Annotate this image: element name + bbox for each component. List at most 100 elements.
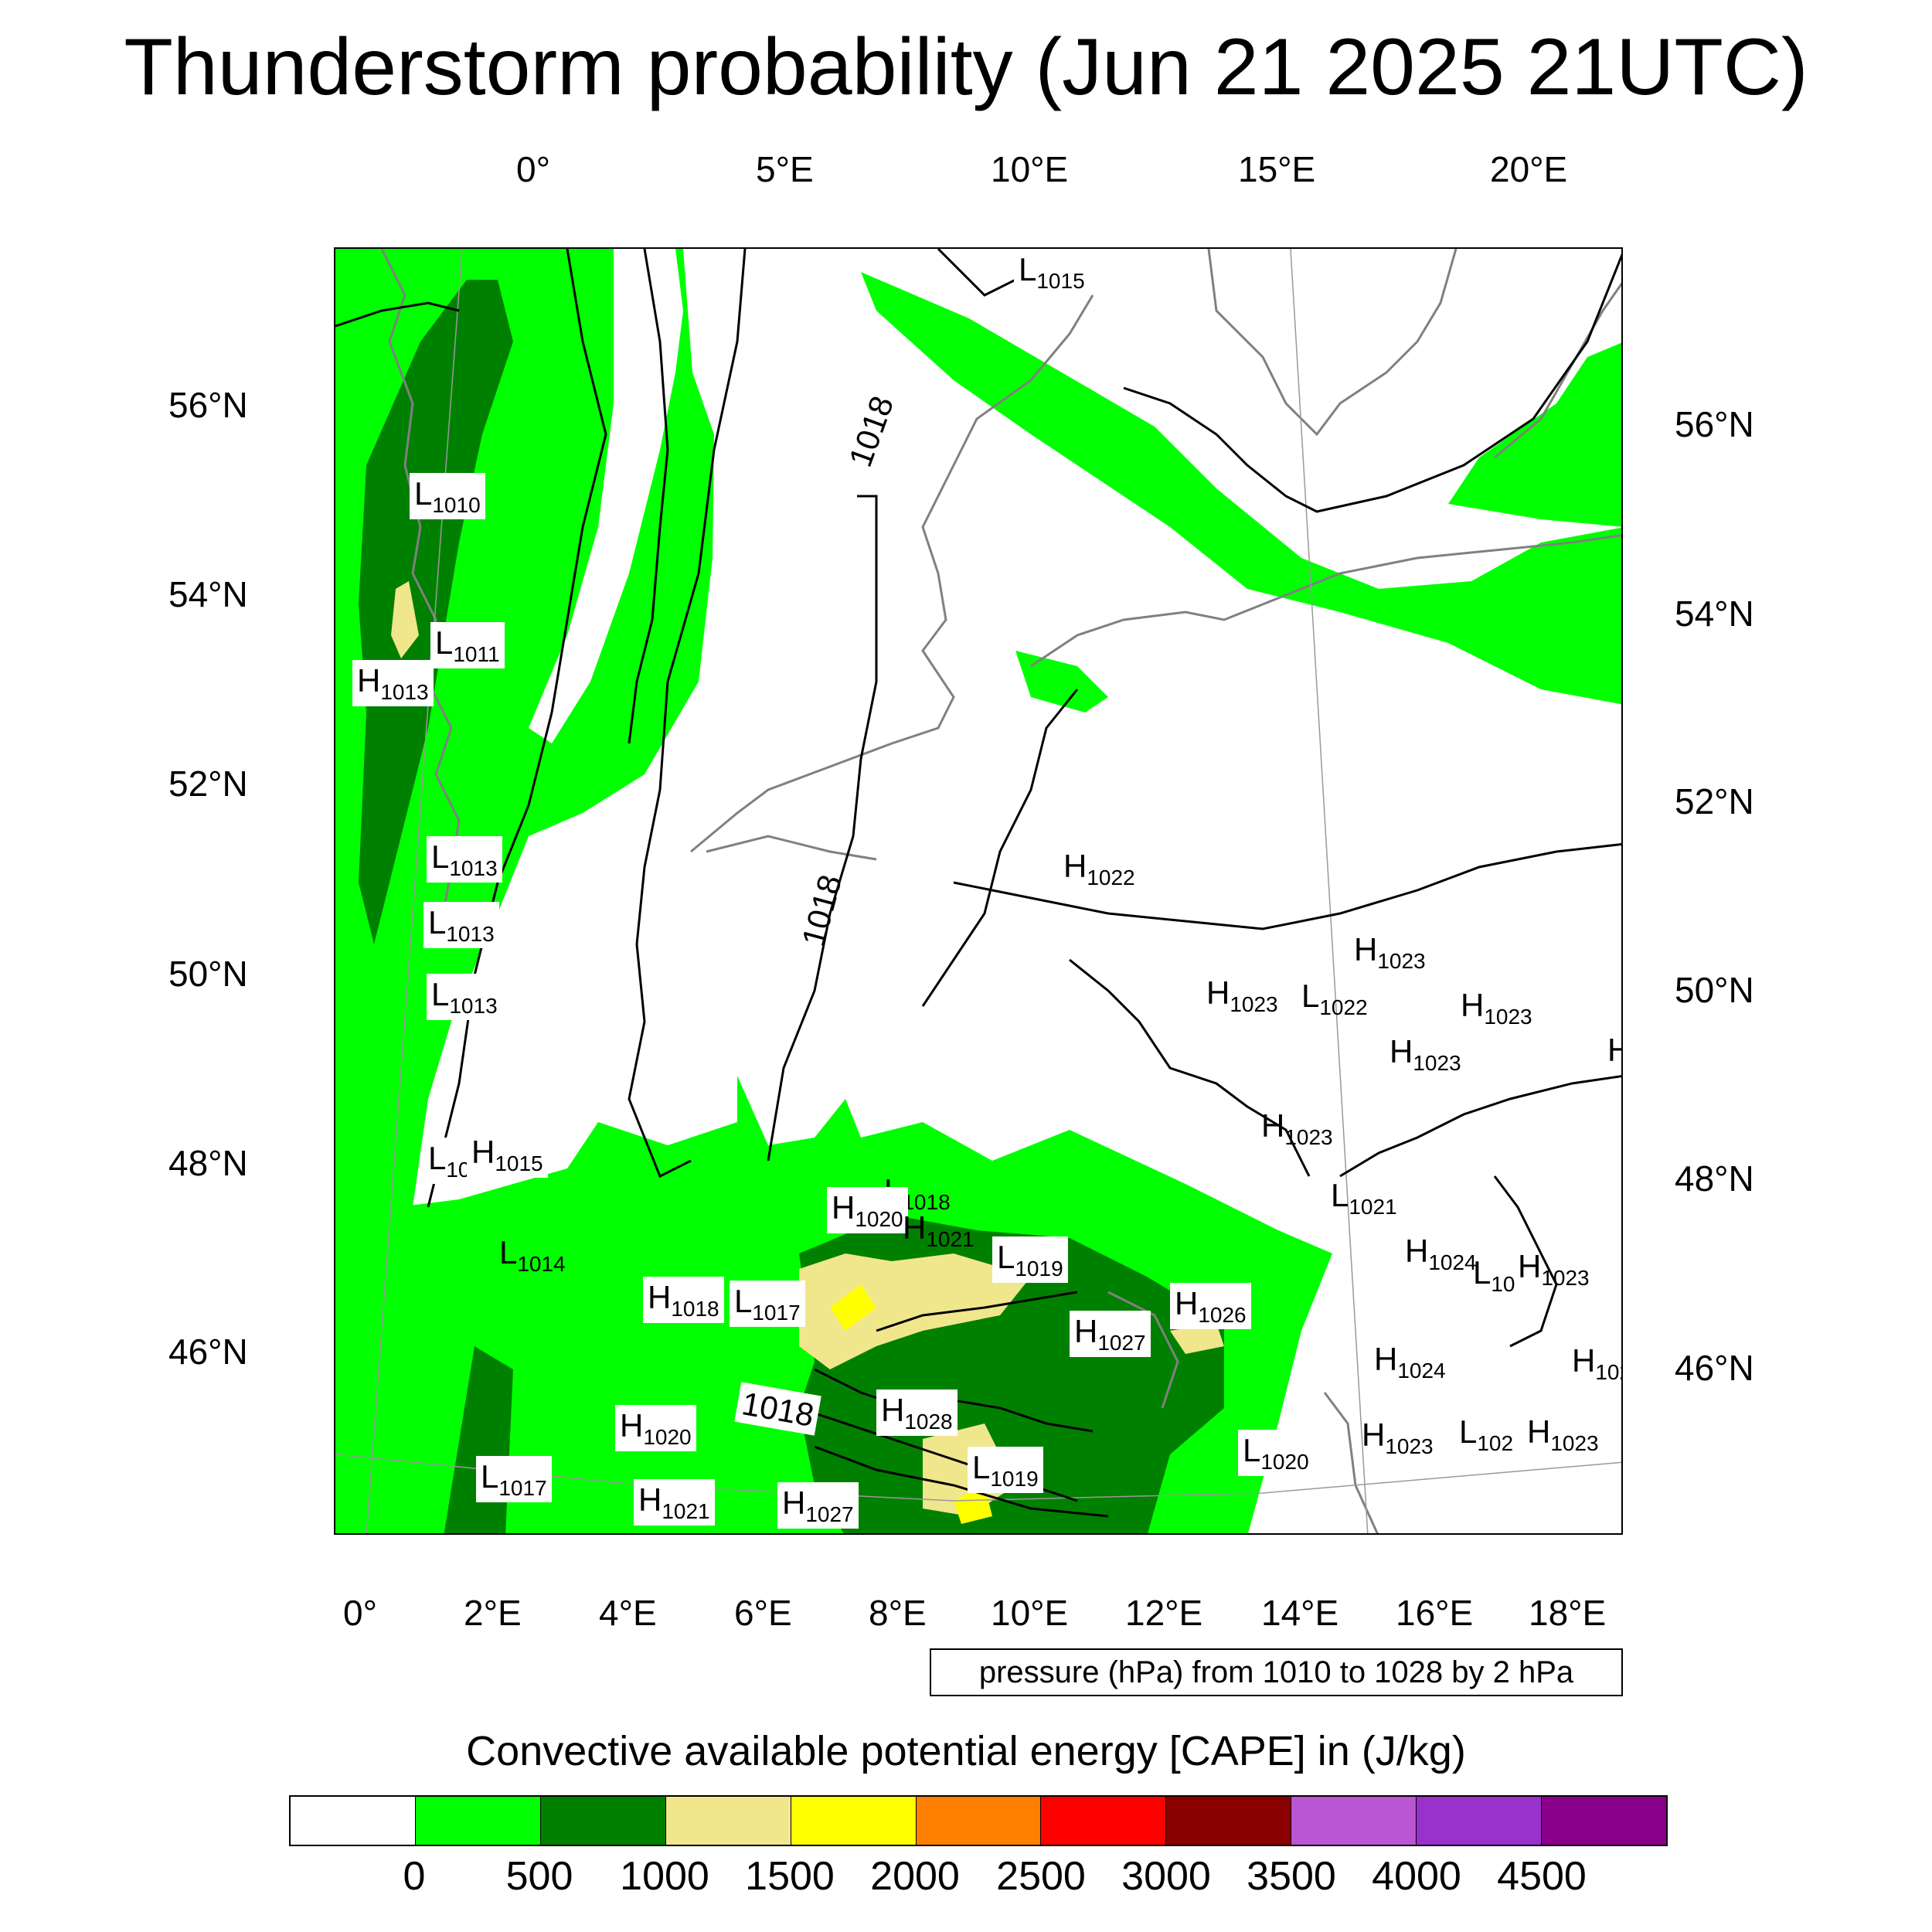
colorbar-tick: 0	[403, 1854, 426, 1899]
cape-0-500-baltic-band	[861, 272, 1621, 705]
pressure-center: L1022	[1301, 978, 1368, 1019]
colorbar-swatch	[1166, 1797, 1292, 1845]
colorbar-swatch	[415, 1797, 541, 1845]
pressure-center: H1023	[1354, 931, 1426, 973]
colorbar-swatch	[1417, 1797, 1543, 1845]
pressure-center: H1024	[1405, 1233, 1477, 1274]
pressure-center: L1011	[430, 622, 505, 668]
lon-label-bottom: 14°E	[1261, 1593, 1339, 1633]
pressure-center: H1020	[615, 1405, 696, 1451]
lat-label-right: 54°N	[1675, 594, 1754, 634]
pressure-center: H1027	[777, 1482, 859, 1529]
colorbar-swatch	[291, 1797, 416, 1845]
pressure-center: L1017	[730, 1281, 805, 1327]
lon-label-bottom: 0°	[343, 1593, 377, 1633]
colorbar-tick: 4500	[1497, 1854, 1587, 1899]
pressure-center: L1015	[1014, 249, 1090, 295]
pressure-center: H1023	[1389, 1033, 1461, 1075]
colorbar-tick: 4000	[1372, 1854, 1461, 1899]
pressure-center: H1023	[1461, 987, 1532, 1029]
lon-label-top: 0°	[516, 149, 550, 189]
lon-label-bottom: 8°E	[869, 1593, 927, 1633]
pressure-center: H	[1603, 1029, 1621, 1076]
pressure-center: H1021	[903, 1209, 975, 1251]
cape-500-1000-west	[359, 280, 513, 944]
lat-label-right: 46°N	[1675, 1348, 1754, 1388]
pressure-center: L102	[1459, 1413, 1514, 1455]
pressure-center: L10	[423, 1138, 475, 1184]
pressure-center: H1023	[1261, 1107, 1333, 1149]
pressure-center: H1023	[1362, 1417, 1434, 1458]
lat-label-left: 52°N	[168, 764, 248, 804]
pressure-center: H102	[1572, 1342, 1621, 1384]
cape-0-500-north-sea-strip	[529, 249, 683, 743]
pressure-center: L1019	[968, 1447, 1043, 1493]
cape-0-500-east	[1448, 342, 1621, 527]
pressure-center: H1023	[1206, 975, 1278, 1016]
lat-label-right: 48°N	[1675, 1158, 1754, 1199]
colorbar-tick: 2500	[996, 1854, 1086, 1899]
pressure-center: L1017	[476, 1456, 552, 1502]
lat-label-left: 54°N	[168, 574, 248, 614]
colorbar-tick: 1000	[620, 1854, 709, 1899]
colorbar-swatch	[540, 1797, 666, 1845]
colorbar-swatch	[1291, 1797, 1417, 1845]
cape-1000-1500-alps	[799, 1253, 1031, 1369]
colorbar-tick: 3000	[1121, 1854, 1211, 1899]
cape-0-500-patch	[1015, 651, 1108, 713]
lon-label-top: 5°E	[756, 149, 814, 189]
lon-label-top: 20°E	[1490, 149, 1568, 189]
pressure-center: H1015	[467, 1131, 548, 1178]
lon-label-bottom: 6°E	[734, 1593, 792, 1633]
pressure-center: H1021	[634, 1479, 715, 1526]
colorbar-title: Convective available potential energy [C…	[466, 1728, 1466, 1774]
colorbar-swatch	[1542, 1797, 1666, 1845]
lon-label-bottom: 18°E	[1529, 1593, 1607, 1633]
colorbar-tick: 500	[505, 1854, 573, 1899]
lat-label-left: 50°N	[168, 954, 248, 994]
colorbar-swatch	[916, 1797, 1042, 1845]
lat-label-left: 56°N	[168, 385, 248, 425]
lon-label-bottom: 10°E	[991, 1593, 1069, 1633]
lat-label-right: 56°N	[1675, 404, 1754, 444]
colorbar-tick: 3500	[1247, 1854, 1336, 1899]
map-panel: 1018 1018 1018 L1015 L1010 L1011 H1013 L…	[334, 247, 1623, 1535]
cape-1000-1500-uk	[391, 581, 419, 658]
colorbar	[289, 1795, 1668, 1846]
lon-label-top: 10°E	[991, 149, 1069, 189]
lat-label-right: 50°N	[1675, 970, 1754, 1010]
pressure-center: H1027	[1070, 1311, 1151, 1357]
lon-label-bottom: 12°E	[1125, 1593, 1203, 1633]
pressure-center: L1013	[427, 836, 502, 883]
pressure-center: L1019	[992, 1236, 1068, 1283]
contour-info-box: pressure (hPa) from 1010 to 1028 by 2 hP…	[930, 1648, 1623, 1696]
pressure-center: H1022	[1063, 848, 1135, 889]
cape-1000-1500-patch	[1170, 1323, 1224, 1354]
lon-label-bottom: 2°E	[464, 1593, 522, 1633]
pressure-center: H1023	[1527, 1413, 1599, 1455]
colorbar-swatch	[665, 1797, 791, 1845]
pressure-center: L1020	[1238, 1430, 1314, 1476]
lat-label-right: 52°N	[1675, 781, 1754, 821]
pressure-center: H1018	[643, 1277, 724, 1323]
pressure-center: L1014	[499, 1234, 566, 1276]
chart-title: Thunderstorm probability (Jun 21 2025 21…	[124, 22, 1808, 112]
colorbar-tick: 1500	[745, 1854, 835, 1899]
pressure-center: H1028	[876, 1389, 957, 1436]
pressure-center: H1024	[1374, 1341, 1446, 1383]
pressure-center: L1013	[423, 902, 499, 948]
lon-label-top: 15°E	[1238, 149, 1316, 189]
pressure-center: L1010	[410, 473, 485, 519]
cape-1500-2000-alps	[830, 1284, 876, 1331]
colorbar-swatch	[791, 1797, 917, 1845]
pressure-center: H1020	[827, 1187, 908, 1233]
colorbar-tick: 2000	[870, 1854, 960, 1899]
pressure-center: H1023	[1518, 1248, 1590, 1290]
lat-label-left: 46°N	[168, 1332, 248, 1372]
lon-label-bottom: 16°E	[1396, 1593, 1474, 1633]
pressure-center: H1026	[1170, 1283, 1251, 1329]
pressure-center: L1013	[427, 974, 502, 1020]
pressure-center: L10	[1473, 1254, 1515, 1296]
pressure-center: L1021	[1331, 1177, 1397, 1219]
lat-label-left: 48°N	[168, 1143, 248, 1183]
